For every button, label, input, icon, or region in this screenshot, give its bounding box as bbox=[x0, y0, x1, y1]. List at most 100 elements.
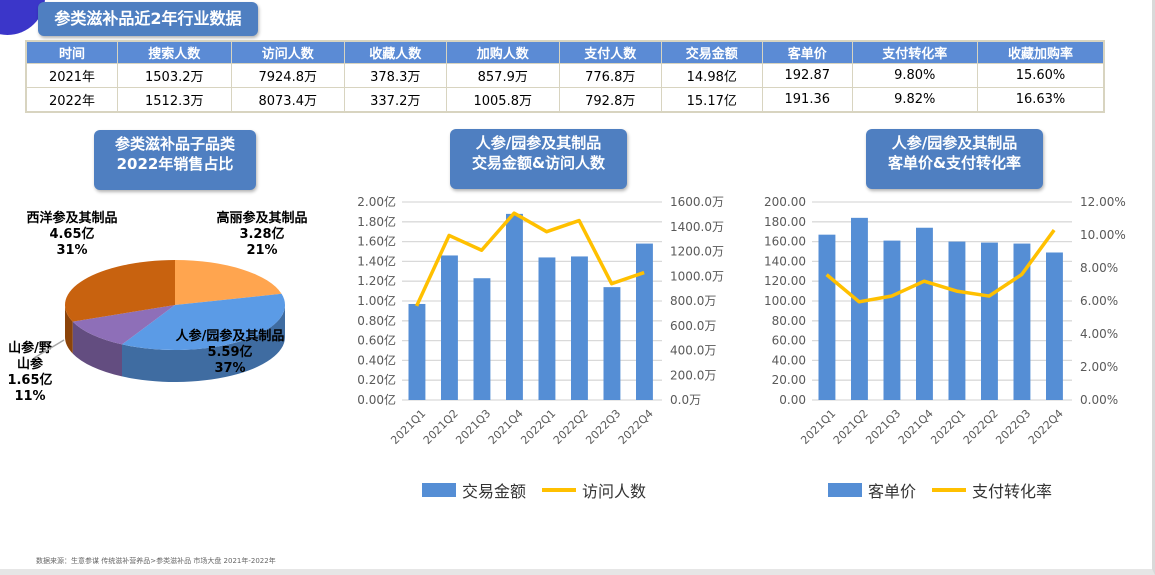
right-tick-label: 4.00% bbox=[1080, 327, 1118, 341]
x-tick-label: 2022Q1 bbox=[518, 407, 558, 447]
pie-label: 21% bbox=[246, 243, 277, 258]
left-tick-label: 1.00亿 bbox=[357, 293, 396, 308]
x-tick-label: 2021Q2 bbox=[421, 407, 461, 447]
table-body: 2021年 1503.2万 7924.8万 378.3万 857.9万 776.8万 14.… bbox=[25, 63, 1105, 113]
bar bbox=[506, 213, 523, 400]
right-tick-label: 1000.0万 bbox=[670, 269, 724, 283]
column-header: 时间 bbox=[25, 40, 119, 64]
pie-title-line: 参类滋补品子品类 bbox=[114, 135, 235, 153]
x-tick-label: 2022Q3 bbox=[583, 407, 623, 447]
pie-label: 37% bbox=[214, 361, 245, 376]
right-tick-label: 1400.0万 bbox=[670, 220, 724, 234]
chart1: 0.00亿 0.20亿 0.40亿 0.60亿 0.80亿 1.00亿 1.20亿 1.40亿… bbox=[357, 194, 724, 447]
table-cell: 14.98亿 bbox=[660, 63, 764, 88]
bar bbox=[473, 278, 491, 400]
x-tick-label: 2021Q3 bbox=[453, 407, 493, 447]
left-tick-label: 80.00 bbox=[772, 314, 806, 328]
right-tick-label: 8.00% bbox=[1080, 261, 1118, 275]
x-tick-label: 2021Q1 bbox=[798, 407, 838, 447]
column-header: 客单价 bbox=[762, 40, 853, 64]
table-cell: 378.3万 bbox=[343, 63, 447, 88]
left-tick-label: 2.00亿 bbox=[357, 194, 396, 209]
chart2: 0.00 20.00 40.00 60.00 80.00 100.00 120.00 140.… bbox=[764, 195, 1126, 447]
right-tick-label: 1600.0万 bbox=[670, 195, 724, 209]
table-cell: 1005.8万 bbox=[445, 87, 560, 113]
left-tick-label: 20.00 bbox=[772, 373, 806, 387]
table-cell: 337.2万 bbox=[343, 87, 447, 113]
chart2-title-line: 客单价&支付转化率 bbox=[887, 154, 1022, 172]
pie-label: 11% bbox=[14, 389, 45, 404]
bar bbox=[818, 234, 836, 400]
legend-bar-swatch bbox=[828, 483, 862, 497]
legend-label: 支付转化率 bbox=[972, 482, 1053, 501]
left-tick-label: 0.80亿 bbox=[357, 313, 396, 328]
bar bbox=[1046, 252, 1063, 400]
left-tick-label: 0.20亿 bbox=[357, 372, 396, 387]
bar bbox=[441, 255, 458, 400]
right-tick-label: 0.0万 bbox=[670, 393, 701, 407]
left-tick-label: 120.00 bbox=[764, 274, 806, 288]
pie-label: 山参 bbox=[17, 356, 44, 372]
table-cell: 8073.4万 bbox=[230, 87, 345, 113]
pie-slice bbox=[175, 260, 282, 305]
pie-label: 4.65亿 bbox=[49, 226, 94, 242]
left-tick-label: 200.00 bbox=[764, 195, 806, 209]
column-header: 访问人数 bbox=[230, 40, 345, 64]
pie-slice bbox=[65, 260, 175, 322]
table-cell: 15.60% bbox=[977, 63, 1105, 88]
table-cell: 857.9万 bbox=[445, 63, 560, 88]
chart2-legend: 客单价 支付转化率 bbox=[828, 478, 1052, 502]
right-tick-label: 800.0万 bbox=[670, 294, 716, 308]
table-cell: 191.36 bbox=[762, 87, 853, 113]
x-tick-label: 2021Q2 bbox=[831, 407, 871, 447]
left-tick-label: 0.00 bbox=[779, 393, 806, 407]
bar bbox=[981, 242, 998, 400]
bar bbox=[571, 256, 588, 400]
legend-bar-swatch bbox=[422, 483, 456, 497]
left-tick-label: 140.00 bbox=[764, 254, 806, 268]
pie-slice-side bbox=[122, 305, 285, 382]
x-tick-label: 2021Q3 bbox=[863, 407, 903, 447]
table-cell: 9.80% bbox=[851, 63, 978, 88]
table-cell: 776.8万 bbox=[558, 63, 662, 88]
table-cell: 2022年 bbox=[25, 87, 119, 113]
left-tick-label: 1.20亿 bbox=[357, 273, 396, 288]
table-cell: 192.87 bbox=[762, 63, 853, 88]
legend-line-swatch bbox=[932, 488, 967, 492]
right-tick-label: 6.00% bbox=[1080, 294, 1118, 308]
table-header-row: 时间 搜索人数 访问人数 收藏人数 加购人数 支付人数 交易金额 客单价 支付转化率 收藏加购率 bbox=[25, 40, 1105, 64]
column-header: 支付人数 bbox=[558, 40, 662, 64]
bar bbox=[916, 227, 933, 400]
pie-label: 山参/野 bbox=[8, 340, 52, 356]
column-header: 加购人数 bbox=[445, 40, 560, 64]
table-cell: 792.8万 bbox=[558, 87, 662, 113]
right-tick-label: 600.0万 bbox=[670, 319, 716, 333]
pie-leader-line bbox=[33, 339, 65, 359]
pie-slice-side bbox=[72, 321, 123, 377]
bar bbox=[538, 257, 556, 400]
x-tick-label: 2021Q4 bbox=[486, 407, 526, 447]
left-tick-label: 160.00 bbox=[764, 235, 806, 249]
bar bbox=[1013, 243, 1031, 400]
bar bbox=[636, 243, 653, 400]
left-tick-label: 100.00 bbox=[764, 294, 806, 308]
bar bbox=[408, 303, 426, 400]
chart2-title: 人参/园参及其制品 客单价&支付转化率 bbox=[866, 129, 1043, 189]
bar bbox=[948, 241, 966, 400]
right-tick-label: 400.0万 bbox=[670, 344, 716, 358]
right-tick-label: 10.00% bbox=[1080, 228, 1126, 242]
table-cell: 15.17亿 bbox=[660, 87, 764, 113]
data-table: 时间 搜索人数 访问人数 收藏人数 加购人数 支付人数 交易金额 客单价 支付转化率 收藏加购率 … bbox=[25, 40, 1105, 113]
left-tick-label: 60.00 bbox=[772, 334, 806, 348]
pie-slice bbox=[72, 305, 175, 345]
pie-label: 31% bbox=[56, 243, 87, 258]
chart1-title-line: 交易金额&访问人数 bbox=[471, 154, 606, 172]
line-series bbox=[825, 229, 1056, 304]
right-tick-label: 12.00% bbox=[1080, 195, 1126, 209]
pie-slice bbox=[122, 293, 286, 350]
pie-label: 西洋参及其制品 bbox=[26, 210, 117, 226]
pie-label: 人参/园参及其制品 bbox=[176, 328, 285, 344]
column-header: 交易金额 bbox=[660, 40, 764, 64]
pie-label: 3.28亿 bbox=[239, 226, 284, 242]
